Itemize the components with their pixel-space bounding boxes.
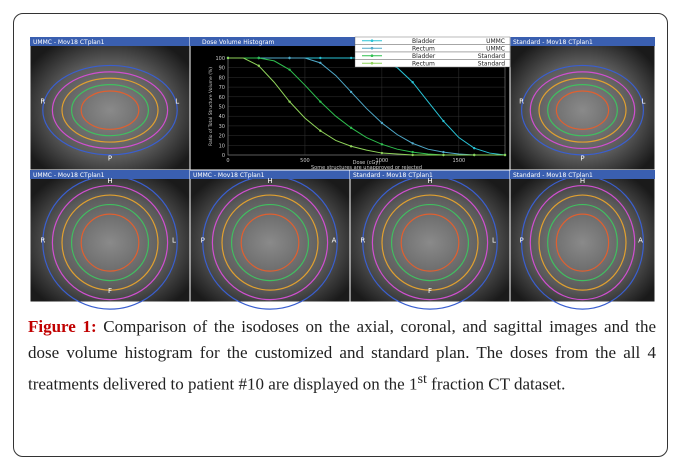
legend-name: Bladder [412,53,436,60]
dvh-point [319,57,321,59]
dvh-point [381,122,383,124]
caption-sup: st [417,371,426,387]
legend-dot [371,47,374,50]
dvh-point [319,130,321,132]
orientation-label: R [519,98,524,106]
legend-name: Rectum [412,61,435,68]
orientation-label: H [267,177,272,185]
orientation-label: A [332,237,337,245]
legend-plan: UMMC [486,46,505,53]
y-tick-label: 20 [219,134,225,140]
y-tick-label: 70 [219,85,225,91]
dvh-point [442,154,444,156]
dvh-point [258,65,260,67]
orientation-label: P [201,237,205,245]
dvh-point [288,57,290,59]
legend-dot [371,62,374,65]
caption: Figure 1: Comparison of the isodoses on … [28,314,656,398]
orientation-label: L [172,237,176,245]
legend-name: Rectum [412,46,435,53]
orientation-label: F [108,287,112,295]
dvh-point [350,127,352,129]
x-tick-label: 500 [300,158,310,164]
dvh-point [350,57,352,59]
panel-title: UMMC - Mov18 CTplan1 [193,172,265,179]
y-tick-label: 10 [219,143,225,149]
y-tick-label: 50 [219,105,225,111]
dvh-point [442,120,444,122]
y-tick-label: 40 [219,114,225,120]
orientation-label: R [360,237,365,245]
y-tick-label: 100 [215,56,225,62]
ct-image [350,170,510,302]
orientation-label: R [40,98,45,106]
orientation-label: H [427,177,432,185]
ct-image [30,37,190,170]
y-tick-label: 60 [219,95,225,101]
dvh-point [504,154,506,156]
dvh-point [227,57,229,59]
dvh-point [319,100,321,102]
y-tick-label: 0 [222,153,225,159]
orientation-label: A [638,237,643,245]
caption-tail: fraction CT dataset. [427,375,565,394]
orientation-label: P [519,237,523,245]
y-tick-label: 80 [219,75,225,81]
x-tick-label: 1500 [452,158,465,164]
ct-image [30,170,190,302]
orientation-label: L [641,98,645,106]
chart-title: Dose Volume Histogram [202,39,275,46]
orientation-label: L [175,98,179,106]
dvh-point [411,81,413,83]
orientation-label: H [580,177,585,185]
dvh-point [381,152,383,154]
dvh-point [319,62,321,64]
panel-title: Standard - Mov18 CTplan1 [353,172,433,179]
dvh-point [381,143,383,145]
legend-plan: Standard [478,61,505,68]
dvh-point [411,142,413,144]
panel-title: UMMC - Mov18 CTplan1 [33,39,105,46]
dvh-point [288,100,290,102]
dvh-point [350,145,352,147]
ct-image [510,37,655,170]
dvh-point [350,91,352,93]
orientation-label: F [428,287,432,295]
caption-label: Figure 1: [28,317,97,336]
x-tick-label: 0 [226,158,229,164]
dvh-point [411,154,413,156]
panel-title: UMMC - Mov18 CTplan1 [33,172,105,179]
dvh-point [411,151,413,153]
legend-dot [371,54,374,57]
figure-image: UMMC - Mov18 CTplan1 R L P Standard - Mov18 … [0,0,683,310]
dvh-point [442,151,444,153]
dvh-point [473,147,475,149]
orientation-label: R [40,237,45,245]
orientation-label: P [580,155,584,163]
legend-name: Bladder [412,38,436,45]
ct-image [190,170,350,302]
orientation-label: L [492,237,496,245]
y-axis-label: Ratio of Total Structure Volume (%) [208,67,214,146]
y-tick-label: 90 [219,66,225,72]
chart-footnote: Some structures are unapproved or reject… [311,165,422,171]
page: UMMC - Mov18 CTplan1 R L P Standard - Mov18 … [0,0,683,471]
orientation-label: H [107,177,112,185]
legend-plan: UMMC [486,38,505,45]
dvh-point [258,57,260,59]
legend-dot [371,39,374,42]
panel-title: Standard - Mov18 CTplan1 [513,39,593,46]
ct-image [510,170,655,302]
dvh-point [288,68,290,70]
orientation-label: P [108,155,112,163]
legend-plan: Standard [478,53,505,60]
dvh-point [473,154,475,156]
y-tick-label: 30 [219,124,225,130]
